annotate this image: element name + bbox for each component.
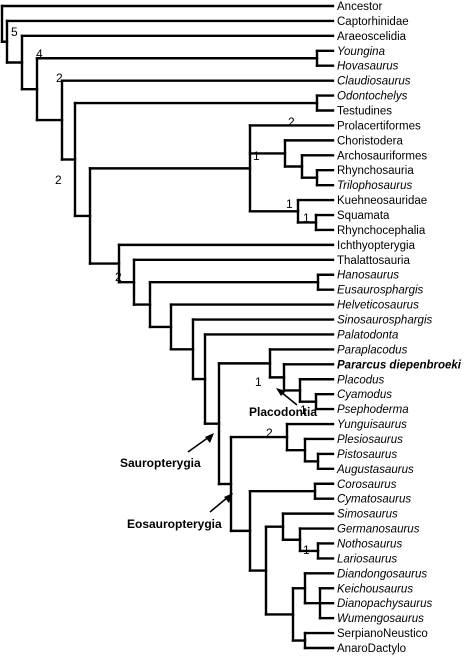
taxon-label: Eusaurosphargis [337,285,424,297]
taxon-label: Rhynchocephalia [337,225,426,237]
eosauropterygia-arrowhead [224,493,233,503]
tree-branches [0,4,335,650]
taxon-label: Araeoscelidia [337,31,407,43]
taxon-label: Prolacertiformes [337,120,421,132]
taxon-label: Corosaurus [337,479,397,491]
support-value: 2 [115,270,122,284]
taxon-label: Testudines [337,106,392,118]
taxon-label: Rhynchosauria [337,165,414,177]
support-value: 1 [253,149,260,163]
eosauropterygia-annotation: Eosauropterygia [127,493,233,531]
taxon-label: Wumengosaurus [337,613,424,625]
taxon-label: Hovasaurus [337,61,399,73]
taxon-label: Captorhinidae [337,16,409,28]
support-value: 5 [11,25,18,39]
taxon-label: Nothosaurus [337,538,402,550]
eosauropterygia-arrow-line [209,496,229,513]
taxon-label: Ichthyopterygia [337,240,416,252]
taxon-label: Diandongosaurus [337,568,427,580]
taxon-label: Squamata [337,210,390,222]
taxon-label: Pistosaurus [337,449,397,461]
taxon-label: SerpianoNeustico [337,628,428,640]
taxon-label: Thalattosauria [337,255,410,267]
sauropterygia-arrowhead [205,433,214,443]
taxon-label: Dianopachysaurus [337,598,433,610]
taxon-label: Cyamodus [337,389,392,401]
taxon-label: Keichousaurus [337,583,413,595]
support-value: 4 [36,47,43,61]
taxon-labels: Ancestor Captorhinidae Araeoscelidia Youngi… [336,1,462,655]
placodontia-annotation: Placodontia [249,388,317,419]
taxon-label: Archosauriformes [337,150,427,162]
eosauropterygia-label: Eosauropterygia [127,517,222,531]
support-value: 2 [266,426,273,440]
support-value: 2 [56,71,63,85]
taxon-label: Plesiosaurus [337,434,403,446]
taxon-label: Hanosaurus [337,270,399,282]
taxon-label: Yunguisaurus [337,419,407,431]
taxon-label: Paraplacodus [337,344,408,356]
support-value: 1 [255,375,262,389]
sauropterygia-arrow-line [187,436,210,453]
placodontia-arrowhead [276,388,286,396]
support-value: 2 [288,115,295,129]
taxon-label: Odontochelys [337,91,408,103]
taxon-label: Psephoderma [337,404,409,416]
taxon-label: AnaroDactylo [337,643,406,655]
taxon-label: Youngina [337,46,385,58]
taxon-label: Kuehneosauridae [337,195,427,207]
sauropterygia-label: Sauropterygia [120,456,201,470]
support-value: 2 [55,173,62,187]
taxon-label: Palatodonta [337,329,398,341]
placodontia-label: Placodontia [249,405,317,419]
taxon-label: Sinosaurosphargis [337,315,433,327]
taxon-label: Ancestor [337,1,383,13]
support-value: 1 [303,543,310,557]
taxon-label: Augustasaurus [336,464,414,476]
taxon-label: Simosaurus [337,509,398,521]
sauropterygia-annotation: Sauropterygia [120,433,214,470]
placodontia-arrow-line [280,391,298,406]
taxon-label: Lariosaurus [337,553,397,565]
taxon-label: Choristodera [337,135,403,147]
taxon-label: Helveticosaurus [337,300,419,312]
support-value: 1 [286,197,293,211]
support-value: 1 [300,403,307,417]
taxon-label: Trilophosaurus [337,180,412,192]
taxon-label: Claudiosaurus [337,76,411,88]
taxon-label: Placodus [337,374,385,386]
taxon-label: Cymatosaurus [337,494,411,506]
support-value: 1 [303,211,310,225]
taxon-label: Pararcus diepenbroeki [337,359,462,371]
taxon-label: Germanosaurus [337,524,420,536]
